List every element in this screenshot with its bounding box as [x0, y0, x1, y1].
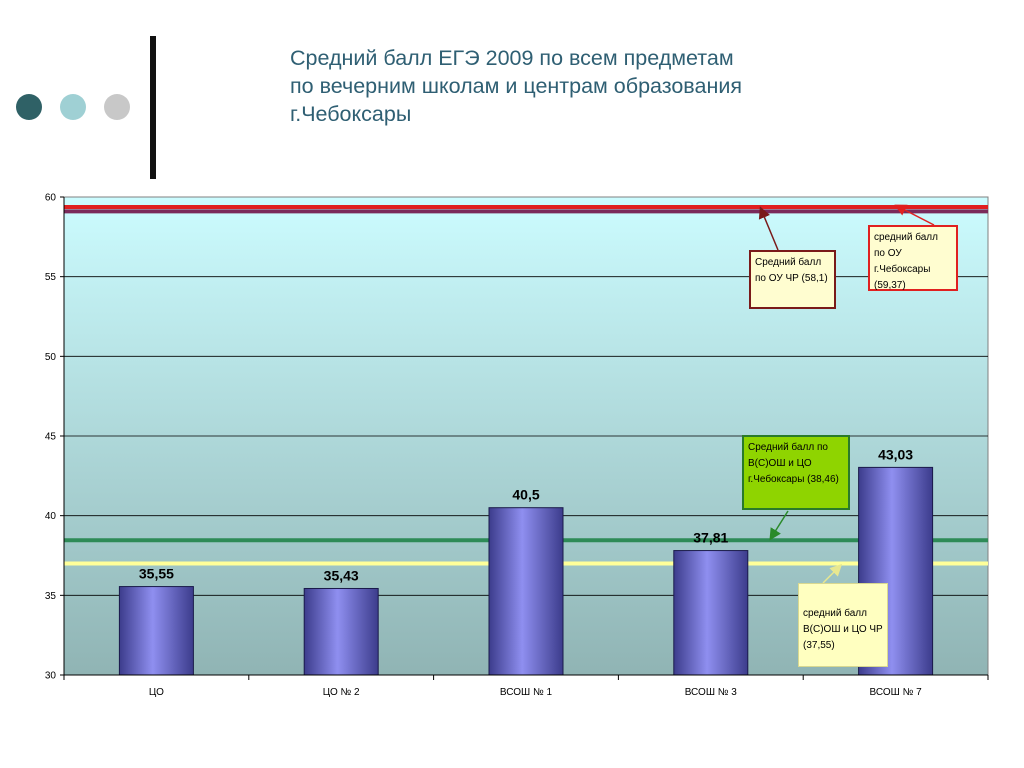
callout-ou-city-line-2: по ОУ	[874, 248, 902, 259]
y-tick-label: 40	[45, 511, 57, 522]
decor-dot-gray	[104, 94, 130, 120]
x-tick-label: ЦО № 2	[323, 687, 360, 698]
title-line-3: г.Чебоксары	[290, 102, 412, 126]
callout-vsosh-chr-line-3: (37,55)	[803, 640, 835, 651]
arrow-vsosh-city	[769, 510, 789, 541]
title-line-2: по вечерним школам и центрам образования	[290, 74, 742, 98]
bar	[673, 550, 749, 676]
title-line-1: Средний балл ЕГЭ 2009 по всем предметам	[290, 46, 734, 70]
callout-vsosh-chr-line-1: средний балл	[803, 608, 867, 619]
bar-data-label: 37,81	[693, 530, 728, 546]
y-tick-label: 45	[45, 432, 57, 443]
callout-ou-city-line-1: средний балл	[874, 232, 938, 243]
arrow-ou-city	[894, 204, 935, 226]
decor-dot-dark	[16, 94, 42, 120]
bar	[303, 587, 379, 676]
callout-vsosh-city-line-2: В(С)ОШ и ЦО	[748, 458, 812, 469]
slide-title: Средний балл ЕГЭ 2009 по всем предметам …	[290, 44, 930, 128]
y-tick-label: 55	[45, 272, 57, 283]
callout-vsosh-city: Средний балл по В(С)ОШ и ЦО г.Чебоксары …	[742, 435, 850, 510]
bar-data-label: 40,5	[512, 487, 539, 503]
bar	[488, 507, 564, 676]
x-tick-label: ВСОШ № 3	[685, 687, 738, 698]
decor-dot-light	[60, 94, 86, 120]
bar-data-label: 43,03	[878, 446, 913, 462]
callout-vsosh-city-line-3: г.Чебоксары (38,46)	[748, 474, 839, 485]
callout-vsosh-chr: средний балл В(С)ОШ и ЦО ЧР (37,55)	[798, 583, 888, 667]
callout-ou-city-line-3: г.Чебоксары	[874, 264, 931, 275]
y-tick-label: 60	[45, 193, 57, 204]
callout-ou-city: средний балл по ОУ г.Чебоксары (59,37)	[868, 225, 958, 291]
y-tick-label: 35	[45, 591, 57, 602]
decor-vertical-bar	[150, 36, 156, 179]
x-tick-label: ВСОШ № 7	[870, 687, 923, 698]
callout-ou-city-line-4: (59,37)	[874, 280, 906, 291]
y-tick-label: 30	[45, 671, 57, 682]
x-tick-label: ЦО	[149, 687, 164, 698]
arrow-vsosh-chr	[822, 563, 843, 584]
arrow-ou-chr	[758, 206, 779, 251]
y-tick-label: 50	[45, 352, 57, 363]
bar	[118, 586, 194, 676]
callout-ou-chr-line-1: Средний балл	[755, 257, 822, 268]
bar-data-label: 35,55	[139, 566, 174, 582]
callout-vsosh-city-line-1: Средний балл по	[748, 442, 828, 453]
bar-data-label: 35,43	[324, 567, 359, 583]
callout-ou-chr: Средний балл по ОУ ЧР (58,1)	[749, 250, 836, 309]
callout-ou-chr-line-2: по ОУ ЧР (58,1)	[755, 273, 828, 284]
x-tick-label: ВСОШ № 1	[500, 687, 553, 698]
callout-vsosh-chr-line-2: В(С)ОШ и ЦО ЧР	[803, 624, 883, 635]
